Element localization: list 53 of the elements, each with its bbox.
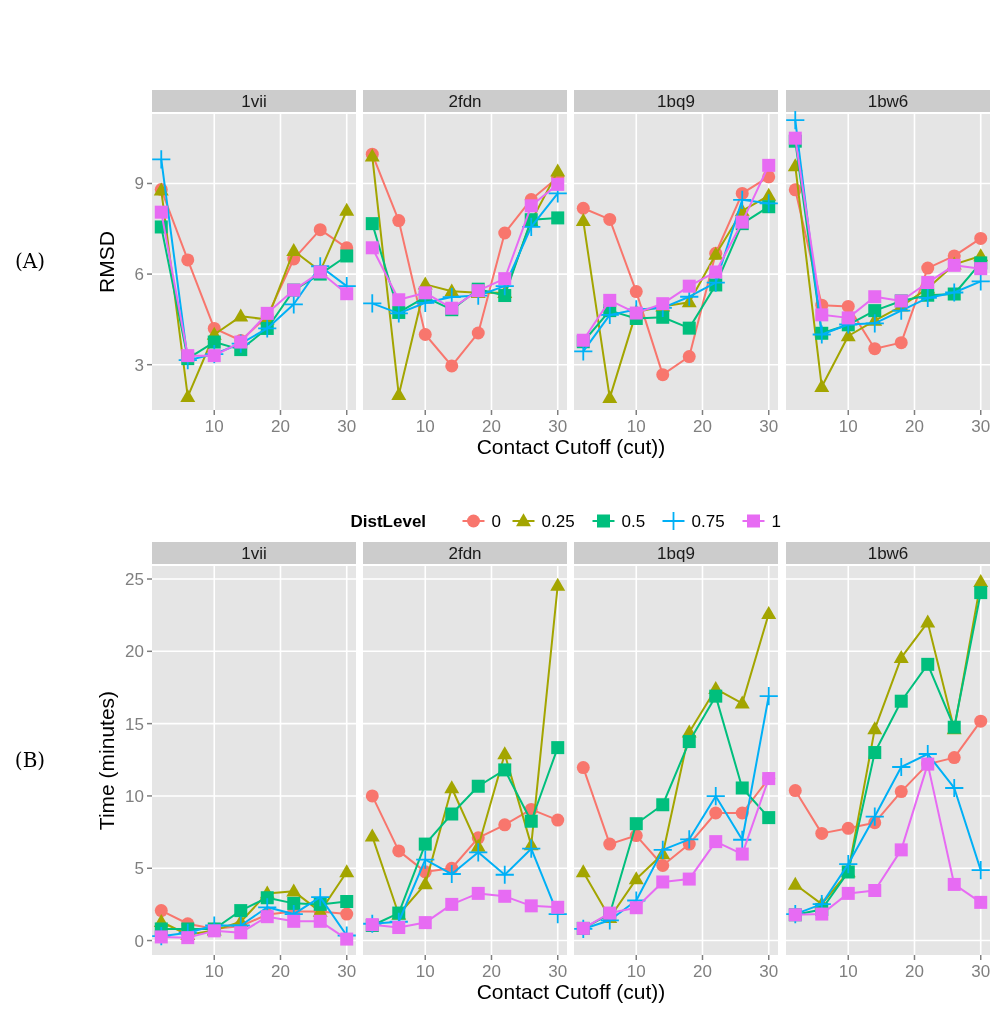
chart-title: 1bw6 xyxy=(867,544,909,563)
y-tick-label: 15 xyxy=(125,714,144,734)
x-tick-label: 30 xyxy=(971,962,991,981)
legend-label: 0.75 xyxy=(691,512,725,531)
x-tick-label: 10 xyxy=(626,962,646,981)
x-tick-label: 30 xyxy=(759,962,779,981)
y-tick-label: 25 xyxy=(125,570,144,590)
x-tick-label: 20 xyxy=(271,962,290,981)
x-tick-label: 20 xyxy=(905,417,924,436)
x-axis-title: Contact Cutoff (cut)) xyxy=(476,435,666,458)
text: (B) xyxy=(14,747,46,772)
y-tick-label: 9 xyxy=(134,174,144,194)
y-axis-title: Time (minutes) xyxy=(95,690,118,831)
x-tick-label: 10 xyxy=(415,417,435,436)
x-tick-label: 30 xyxy=(548,417,568,436)
x-tick-label: 30 xyxy=(971,417,991,436)
x-tick-label: 20 xyxy=(482,417,501,436)
legend-title: DistLevel xyxy=(350,512,427,531)
x-tick-label: 20 xyxy=(693,417,712,436)
y-tick-label: 6 xyxy=(134,265,144,285)
legend-label: 0.25 xyxy=(541,512,575,531)
x-tick-label: 10 xyxy=(204,417,224,436)
y-axis-title: RMSD xyxy=(95,231,118,293)
x-tick-label: 30 xyxy=(759,417,779,436)
chart-title: 1vii xyxy=(241,92,267,111)
chart-title: 1bq9 xyxy=(657,92,695,111)
x-tick-label: 30 xyxy=(337,417,357,436)
text: (A) xyxy=(14,249,46,273)
x-tick-label: 30 xyxy=(548,962,568,981)
chart-title: 2fdn xyxy=(448,544,482,563)
y-tick-label: 3 xyxy=(134,355,144,375)
x-tick-label: 20 xyxy=(271,417,290,436)
y-tick-label: 10 xyxy=(125,786,144,806)
x-tick-label: 20 xyxy=(482,962,501,981)
x-tick-label: 20 xyxy=(693,962,712,981)
x-tick-label: 10 xyxy=(204,962,224,981)
chart-title: 2fdn xyxy=(448,92,482,111)
chart-title: 1vii xyxy=(241,544,267,563)
y-tick-label: 0 xyxy=(134,931,144,951)
x-tick-label: 10 xyxy=(838,962,858,981)
chart-title: 1bw6 xyxy=(867,92,909,111)
x-tick-label: 10 xyxy=(415,962,435,981)
x-tick-label: 10 xyxy=(626,417,646,436)
legend-label: 0.5 xyxy=(621,512,646,531)
x-tick-label: 30 xyxy=(337,962,357,981)
x-axis-title: Contact Cutoff (cut)) xyxy=(476,980,666,1003)
x-tick-label: 10 xyxy=(838,417,858,436)
legend-label: 1 xyxy=(771,512,781,531)
y-tick-label: 20 xyxy=(125,642,144,662)
y-tick-label: 5 xyxy=(134,859,144,879)
legend-label: 0 xyxy=(491,512,501,531)
chart-title: 1bq9 xyxy=(657,544,695,563)
x-tick-label: 20 xyxy=(905,962,924,981)
